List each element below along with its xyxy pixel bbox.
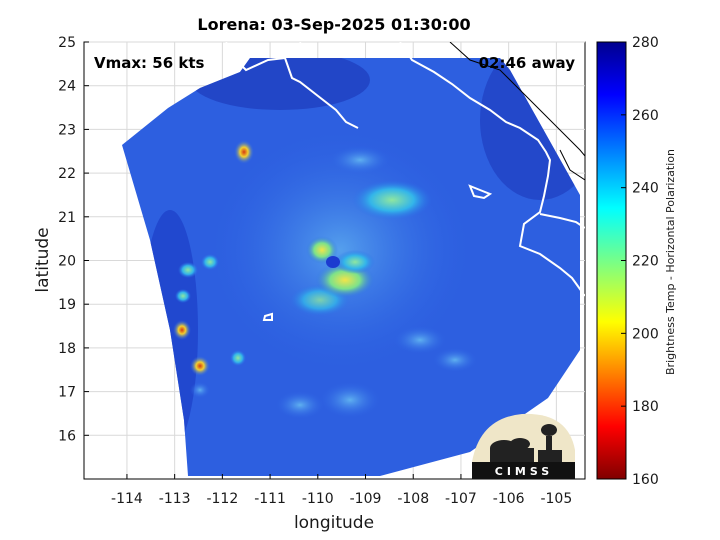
colorbar-tick-label: 200 [632, 326, 659, 342]
colorbar-tick-label: 160 [632, 472, 659, 488]
y-tick-label: 21 [58, 210, 76, 226]
x-axis-label: longitude [294, 513, 374, 533]
x-tick-label: -114 [111, 491, 143, 507]
brightness-temperature-swath [122, 42, 585, 476]
y-tick-label: 23 [58, 122, 76, 138]
y-tick-label: 20 [58, 254, 76, 270]
x-tick-label: -109 [350, 491, 382, 507]
colorbar-ticks: 160 180 200 220 240 260 280 [621, 35, 659, 488]
coastline [225, 42, 585, 321]
chart-title: Lorena: 03-Sep-2025 01:30:00 [197, 15, 470, 34]
x-tick-label: -111 [254, 491, 286, 507]
colorbar-tick-label: 260 [632, 108, 659, 124]
y-tick-label: 16 [58, 428, 76, 444]
colorbar-tick-label: 280 [632, 35, 659, 51]
y-tick-label: 17 [58, 385, 76, 401]
x-tick-label: -112 [206, 491, 238, 507]
colorbar-label: Brightness Temp - Horizontal Polarizatio… [664, 149, 677, 375]
y-tick-label: 25 [58, 35, 76, 51]
colorbar-tick-label: 180 [632, 399, 659, 415]
y-tick-label: 22 [58, 166, 76, 182]
colorbar-tick-label: 220 [632, 254, 659, 270]
x-axis: -114 -113 -112 -111 -110 -109 -108 -107 -106 -105 [111, 474, 572, 507]
y-tick-label: 19 [58, 297, 76, 313]
x-tick-label: -113 [159, 491, 191, 507]
y-tick-label: 24 [58, 79, 76, 95]
x-tick-label: -107 [445, 491, 477, 507]
logo-text: CIMSS [495, 465, 553, 478]
x-tick-label: -108 [397, 491, 429, 507]
x-tick-label: -110 [302, 491, 334, 507]
y-axis: 16 17 18 19 20 21 22 23 24 25 [58, 35, 89, 444]
vmax-annotation: Vmax: 56 kts [94, 54, 204, 72]
cimss-logo: CIMSS [472, 413, 575, 479]
y-axis-label: latitude [33, 227, 53, 292]
land-borders [449, 42, 585, 181]
time-offset-annotation: 02:46 away [479, 54, 576, 72]
x-tick-label: -106 [493, 491, 525, 507]
x-tick-label: -105 [540, 491, 572, 507]
y-tick-label: 18 [58, 341, 76, 357]
colorbar-tick-label: 240 [632, 181, 659, 197]
